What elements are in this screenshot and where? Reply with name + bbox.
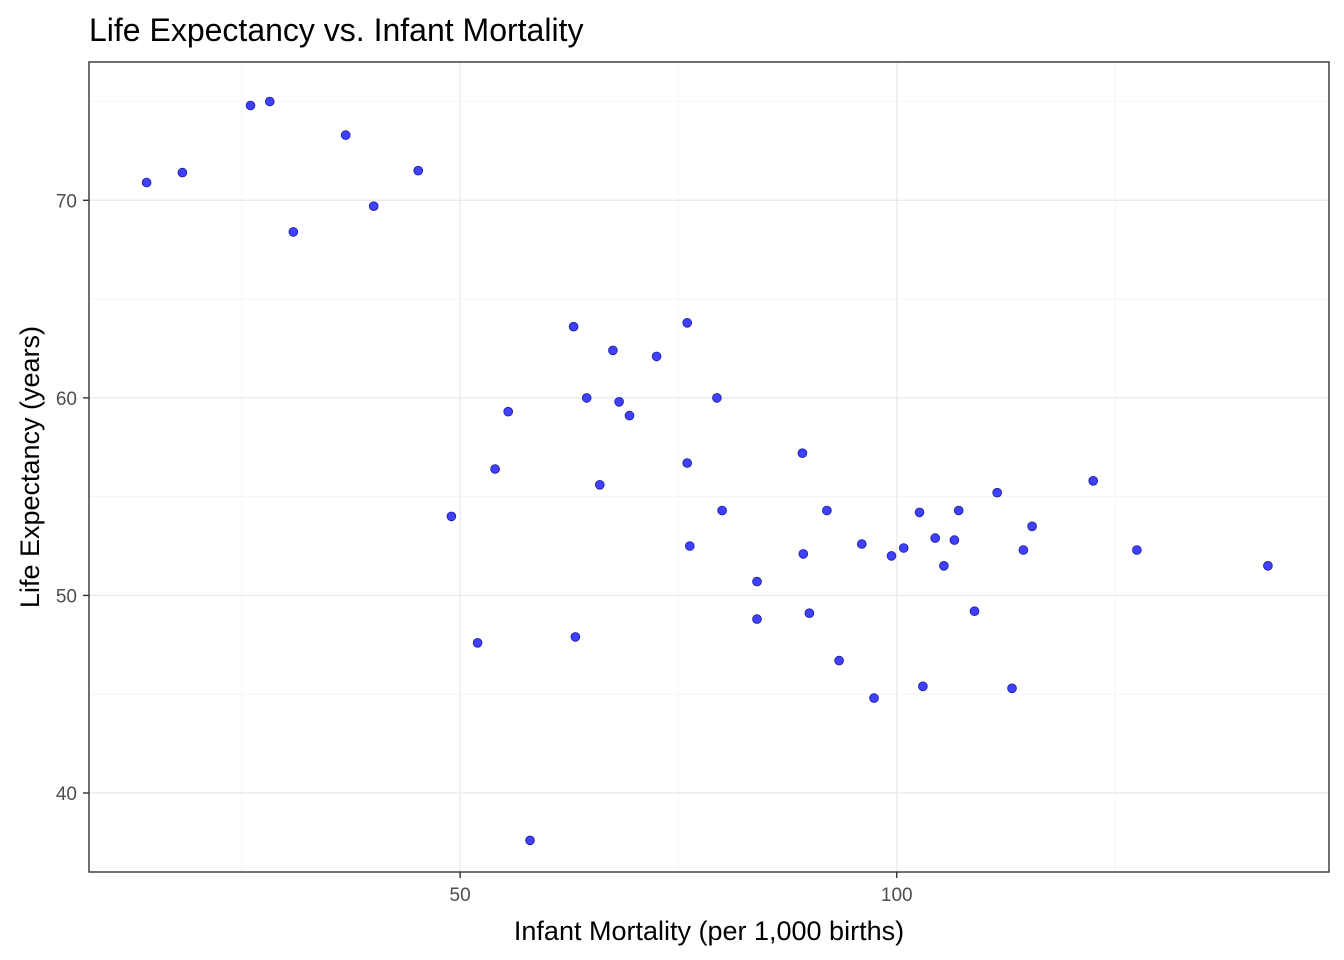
data-point (651, 351, 662, 362)
chart-title: Life Expectancy vs. Infant Mortality (89, 12, 583, 48)
y-axis-ticks: 40 50 60 70 (56, 191, 89, 805)
data-point (1088, 475, 1098, 486)
data-point (340, 130, 351, 140)
data-point (614, 396, 624, 407)
data-point (177, 167, 188, 178)
data-point (684, 541, 695, 551)
data-point (1007, 683, 1017, 694)
data-point (141, 177, 152, 188)
data-point (712, 393, 722, 403)
data-point (245, 100, 256, 111)
data-point (822, 505, 832, 516)
data-point (568, 321, 579, 332)
data-point (949, 535, 960, 545)
data-point (752, 614, 762, 624)
data-point (446, 511, 457, 522)
x-axis-ticks: 50 100 (450, 872, 913, 906)
data-point (914, 507, 925, 518)
data-point (413, 165, 424, 176)
data-point (525, 835, 535, 846)
data-point (918, 681, 928, 692)
data-point (798, 549, 809, 559)
data-point (608, 345, 618, 356)
y-axis-label: Life Expectancy (years) (15, 326, 45, 608)
y-tick-label: 40 (56, 784, 77, 805)
data-point (717, 505, 727, 516)
data-point (682, 317, 692, 328)
data-point (570, 632, 581, 642)
data-point (581, 393, 592, 403)
data-point (804, 608, 815, 618)
data-point (490, 464, 500, 474)
data-point (939, 560, 949, 571)
data-point (869, 693, 879, 703)
data-point (797, 448, 808, 459)
y-tick-label: 50 (56, 586, 77, 607)
data-point (368, 201, 379, 212)
data-point (834, 655, 844, 666)
data-point (992, 487, 1002, 498)
major-grid (89, 62, 1329, 872)
data-point (856, 539, 867, 549)
x-tick-label: 100 (881, 885, 913, 906)
data-point (1018, 545, 1029, 555)
y-tick-label: 70 (56, 191, 77, 212)
x-axis-label: Infant Mortality (per 1,000 births) (514, 916, 904, 946)
minor-grid (89, 62, 1329, 872)
data-point (288, 227, 299, 237)
data-point (898, 543, 909, 553)
data-point (969, 606, 980, 616)
data-points (141, 96, 1273, 846)
data-point (264, 96, 275, 107)
data-point (752, 576, 762, 587)
data-point (886, 551, 897, 561)
data-point (1263, 560, 1273, 571)
data-point (624, 410, 635, 421)
data-point (1027, 521, 1037, 532)
data-point (953, 505, 964, 516)
data-point (594, 479, 605, 490)
x-tick-label: 50 (450, 885, 471, 906)
y-tick-label: 60 (56, 389, 77, 410)
data-point (930, 533, 940, 543)
data-point (472, 637, 483, 648)
data-point (503, 406, 514, 417)
panel-border (88, 61, 1330, 873)
data-point (682, 458, 692, 468)
data-point (1132, 545, 1142, 555)
